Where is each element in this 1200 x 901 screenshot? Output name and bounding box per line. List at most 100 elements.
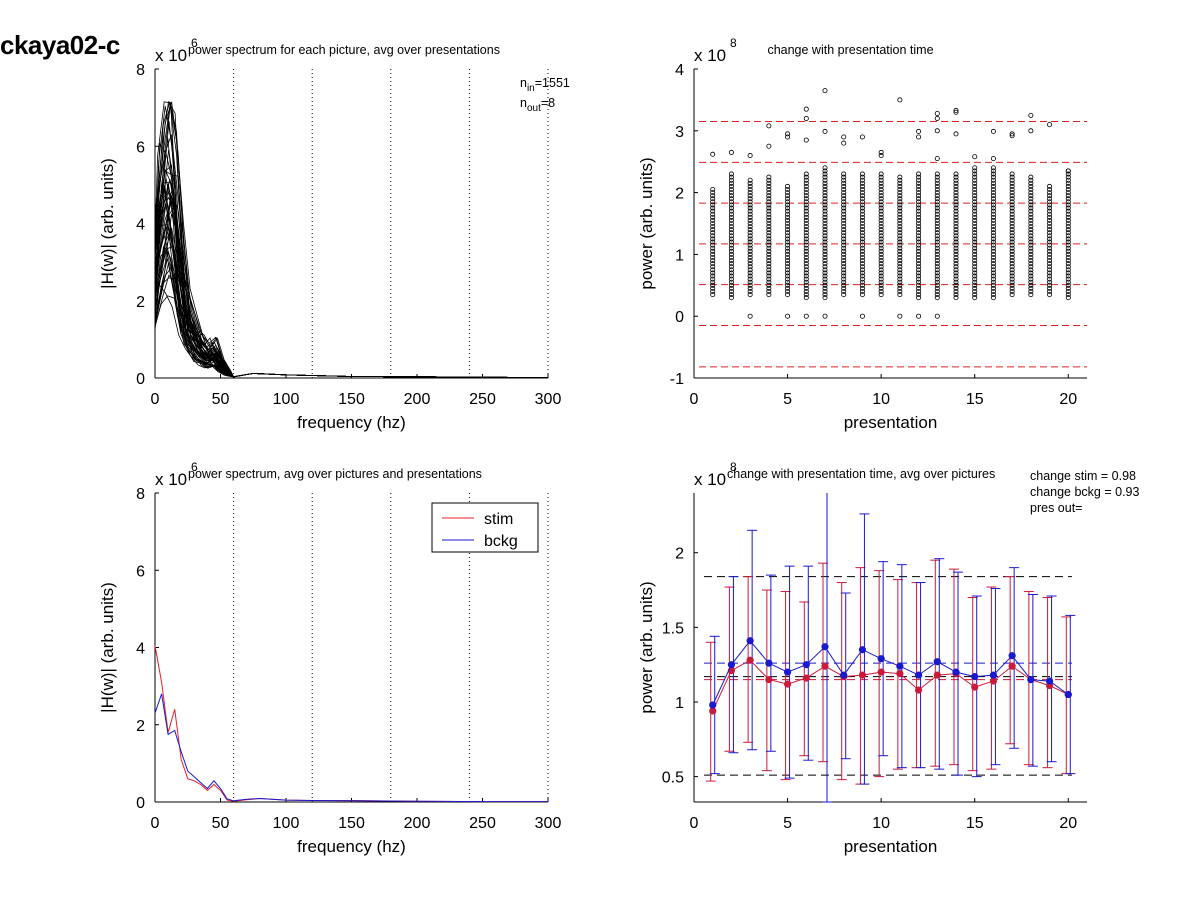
data-point [934, 276, 940, 282]
data-point [766, 230, 772, 236]
data-point [990, 199, 996, 205]
data-point [916, 292, 922, 298]
series-point-bckg [1027, 675, 1035, 684]
x-tick-label: 5 [783, 815, 792, 832]
data-point [972, 220, 978, 226]
data-point [916, 196, 922, 202]
data-point [747, 193, 753, 199]
data-point [972, 180, 978, 186]
data-point [1009, 187, 1015, 193]
x-tick-label: 10 [872, 391, 890, 408]
spectrum-line [154, 170, 549, 378]
data-point [747, 202, 753, 208]
data-point [972, 214, 978, 220]
data-point [803, 214, 809, 220]
data-point [972, 248, 978, 254]
data-point [916, 233, 922, 239]
outlier-point [766, 143, 772, 149]
data-point [897, 282, 903, 288]
x-tick-label: 0 [690, 815, 699, 832]
data-point [990, 183, 996, 189]
data-point [990, 211, 996, 217]
series-line-bckg [154, 693, 548, 803]
data-point [990, 187, 996, 193]
data-point [934, 180, 940, 186]
data-point [859, 217, 865, 223]
data-point [766, 180, 772, 186]
data-point [785, 227, 791, 233]
data-point [972, 230, 978, 236]
data-point [878, 251, 884, 257]
data-point [1009, 288, 1015, 294]
data-point [859, 214, 865, 220]
outlier-point [803, 106, 809, 112]
data-point [990, 233, 996, 239]
data-point [1065, 187, 1071, 193]
data-point [803, 273, 809, 279]
data-point [953, 276, 959, 282]
chart-title: power spectrum, avg over pictures and pr… [188, 467, 482, 481]
data-point [953, 190, 959, 196]
data-point [785, 261, 791, 267]
outlier-point [728, 149, 734, 155]
data-point [972, 174, 978, 180]
data-point [878, 202, 884, 208]
data-point [1009, 251, 1015, 257]
data-point [953, 202, 959, 208]
x-tick-label: 100 [273, 815, 300, 832]
data-point [766, 276, 772, 282]
data-point [841, 254, 847, 260]
spectrum-line [154, 196, 549, 378]
data-point [1065, 288, 1071, 294]
data-point [934, 230, 940, 236]
data-point [1065, 279, 1071, 285]
data-point [747, 233, 753, 239]
data-point [916, 285, 922, 291]
data-point [785, 196, 791, 202]
data-point [1028, 236, 1034, 242]
data-point [990, 273, 996, 279]
data-point [972, 196, 978, 202]
data-point [1065, 236, 1071, 242]
data-point [803, 193, 809, 199]
data-point [803, 196, 809, 202]
data-point [822, 220, 828, 226]
data-point [1028, 261, 1034, 267]
data-point [859, 190, 865, 196]
data-point [803, 270, 809, 276]
data-point [859, 174, 865, 180]
data-point [766, 267, 772, 273]
data-point [841, 270, 847, 276]
data-point [710, 193, 716, 199]
data-point [1009, 193, 1015, 199]
data-point [990, 236, 996, 242]
data-point [934, 202, 940, 208]
data-point [953, 211, 959, 217]
data-point [934, 190, 940, 196]
data-point [878, 279, 884, 285]
data-point [878, 227, 884, 233]
chart-title: power spectrum for each picture, avg ove… [188, 43, 500, 57]
data-point [878, 267, 884, 273]
data-point [1028, 267, 1034, 273]
data-point [1009, 270, 1015, 276]
data-point [953, 251, 959, 257]
outlier-point [785, 134, 791, 140]
outlier-point [953, 131, 959, 137]
y-tick-label: 1 [675, 695, 684, 712]
data-point [803, 199, 809, 205]
data-point [1065, 248, 1071, 254]
y-tick-label: 8 [136, 62, 145, 79]
data-point [934, 174, 940, 180]
y-tick-label: 0.5 [662, 770, 684, 787]
data-point [916, 248, 922, 254]
data-point [728, 258, 734, 264]
data-point [803, 267, 809, 273]
y-tick-label: -1 [670, 371, 684, 388]
data-point [822, 239, 828, 245]
data-point [859, 242, 865, 248]
data-point [785, 230, 791, 236]
data-point [785, 205, 791, 211]
data-point [1009, 211, 1015, 217]
outlier-point [953, 107, 959, 113]
